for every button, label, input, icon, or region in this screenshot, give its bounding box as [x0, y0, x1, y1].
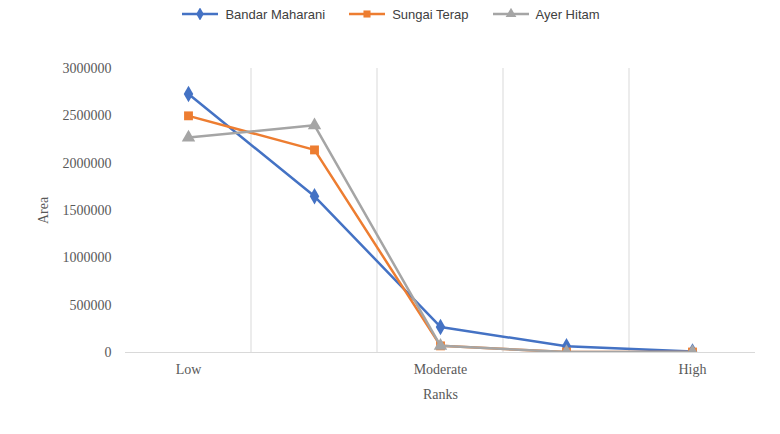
svg-text:3000000: 3000000 [63, 61, 112, 76]
svg-text:Low: Low [176, 362, 203, 377]
svg-text:500000: 500000 [70, 298, 112, 313]
svg-text:1500000: 1500000 [63, 203, 112, 218]
svg-text:Area: Area [36, 196, 51, 224]
html-text:Bandar Maharani: Bandar Maharani [225, 6, 326, 22]
html-text:Ayer Hitam: Ayer Hitam [535, 6, 600, 22]
svg-text:2500000: 2500000 [63, 108, 112, 123]
svg-text:1000000: 1000000 [63, 250, 112, 265]
svg-text:0: 0 [105, 345, 112, 360]
html-text:Sungai Terap: Sungai Terap [392, 6, 469, 22]
svg-text:High: High [679, 362, 707, 377]
svg-text:Ranks: Ranks [423, 387, 458, 402]
svg-text:Moderate: Moderate [414, 362, 468, 377]
svg-text:2000000: 2000000 [63, 156, 112, 171]
